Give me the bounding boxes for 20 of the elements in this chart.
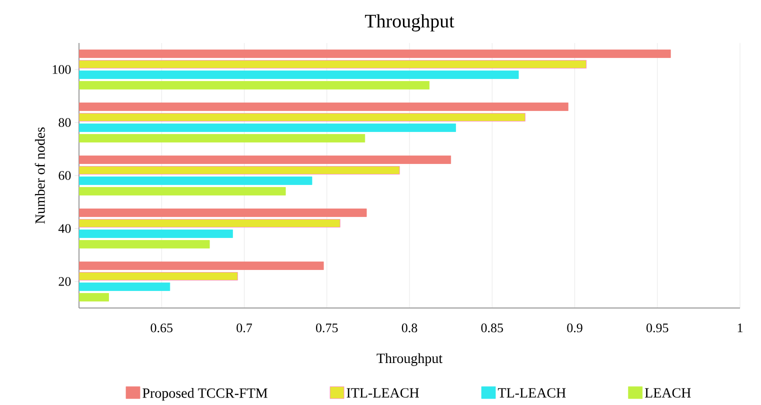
x-tick-label: 0.9 bbox=[567, 324, 582, 332]
y-tick-label: 100 bbox=[52, 65, 71, 74]
y-tick-label: 20 bbox=[58, 277, 71, 286]
x-tick-label: 0.7 bbox=[236, 324, 252, 332]
legend-label: LEACH bbox=[644, 388, 691, 398]
y-tick-label: 60 bbox=[58, 171, 71, 180]
y-axis-title: Number of nodes bbox=[34, 127, 45, 224]
legend-label: TL-LEACH bbox=[498, 388, 566, 398]
x-tick-label: 1 bbox=[738, 324, 742, 332]
y-tick-label: 40 bbox=[58, 224, 71, 233]
chart-title: Throughput bbox=[364, 14, 454, 32]
legend-label: Proposed TCCR-FTM bbox=[142, 388, 268, 401]
y-tick-label: 80 bbox=[58, 118, 71, 127]
x-tick-label: 0.85 bbox=[481, 324, 503, 332]
x-tick-label: 0.8 bbox=[402, 324, 418, 332]
x-tick-label: 0.65 bbox=[150, 324, 172, 332]
x-tick-label: 0.75 bbox=[316, 324, 338, 332]
x-tick-label: 0.95 bbox=[646, 324, 668, 332]
x-axis-title: Throughput bbox=[376, 353, 442, 366]
legend-label: ITL-LEACH bbox=[346, 388, 419, 398]
